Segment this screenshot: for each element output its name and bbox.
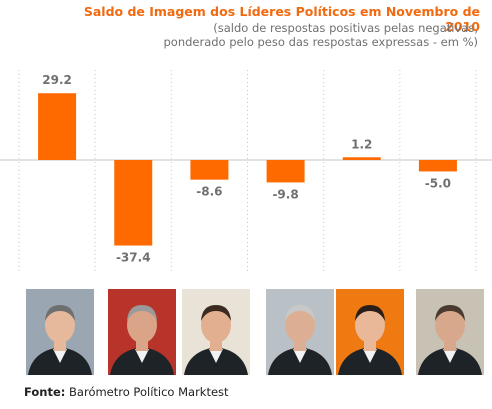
data-label-5: 1.2 [351, 137, 372, 151]
data-label-2: -37.4 [116, 251, 151, 265]
source-note: Fonte: Barómetro Político Marktest [24, 385, 229, 399]
portrait-6-icon [416, 289, 484, 375]
bar-4 [266, 160, 305, 183]
portrait-4-icon [266, 289, 334, 375]
bar-6 [418, 160, 457, 172]
bar-chart: 29.2 -37.4 -8.6 -9.8 1.2 -5.0 [0, 70, 492, 272]
bar-1 [38, 93, 77, 160]
portrait-3-icon [182, 289, 250, 375]
bar-3 [190, 160, 229, 180]
data-label-6: -5.0 [425, 176, 451, 190]
data-label-3: -8.6 [196, 185, 222, 199]
data-label-4: -9.8 [272, 187, 298, 201]
chart-subtitle-line-2: ponderado pelo peso das respostas expres… [163, 35, 478, 49]
source-label: Fonte: [24, 385, 66, 399]
portrait-5-icon [336, 289, 404, 375]
bar-2 [114, 160, 153, 246]
chart-subtitle-line-1: (saldo de respostas positivas pelas nega… [213, 21, 478, 35]
data-label-1: 29.2 [42, 73, 72, 87]
portrait-1-icon [26, 289, 94, 375]
portrait-2-icon [108, 289, 176, 375]
bar-5 [342, 157, 381, 160]
source-text: Barómetro Político Marktest [69, 385, 229, 399]
chart-title: Saldo de Imagem dos Líderes Políticos em… [83, 4, 480, 34]
